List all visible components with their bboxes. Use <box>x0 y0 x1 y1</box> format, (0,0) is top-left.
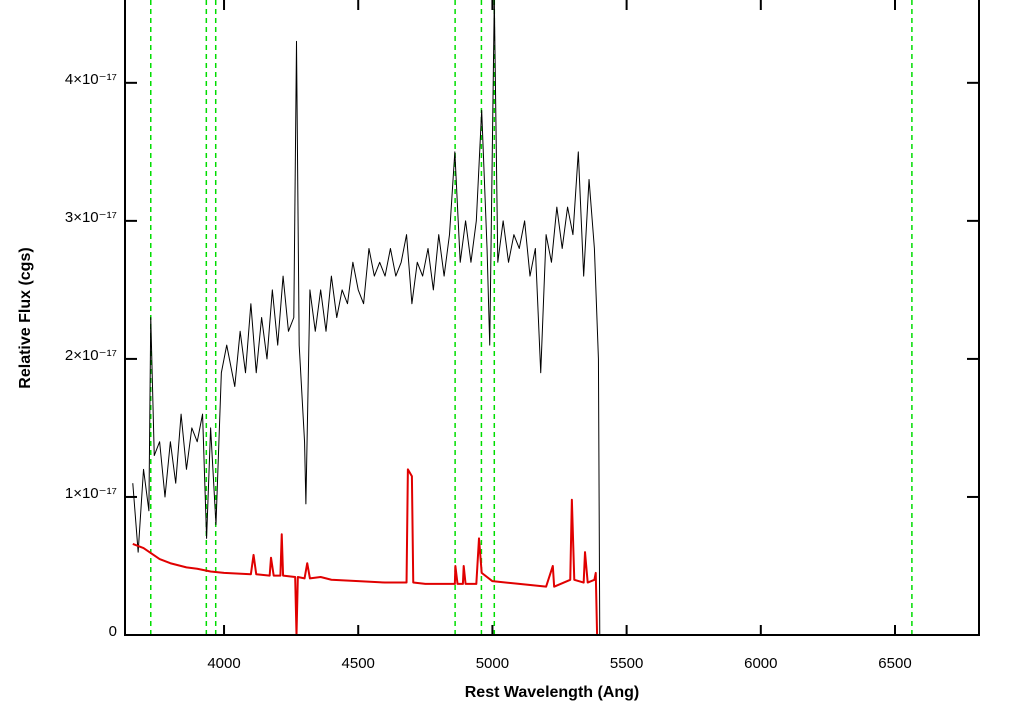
plot-frame <box>124 0 980 636</box>
spectrum-line <box>132 468 979 635</box>
y-tick-label: 2×10⁻¹⁷ <box>65 347 117 364</box>
y-axis-title: Relative Flux (cgs) <box>17 247 34 388</box>
y-tick-label: 0 <box>109 623 117 640</box>
y-tick-label: 3×10⁻¹⁷ <box>65 209 117 226</box>
x-tick-label: 5500 <box>610 655 643 672</box>
plot-area <box>132 0 979 635</box>
x-tick-label: 4000 <box>207 655 240 672</box>
y-tick-label: 4×10⁻¹⁷ <box>65 71 117 88</box>
x-tick-label: 4500 <box>342 655 375 672</box>
y-tick-label: 1×10⁻¹⁷ <box>65 485 117 502</box>
x-tick-label: 6500 <box>878 655 911 672</box>
spectrum-line <box>132 0 601 635</box>
x-tick-label: 6000 <box>744 655 777 672</box>
x-axis-title: Rest Wavelength (Ang) <box>465 684 640 701</box>
x-tick-label: 5000 <box>476 655 509 672</box>
